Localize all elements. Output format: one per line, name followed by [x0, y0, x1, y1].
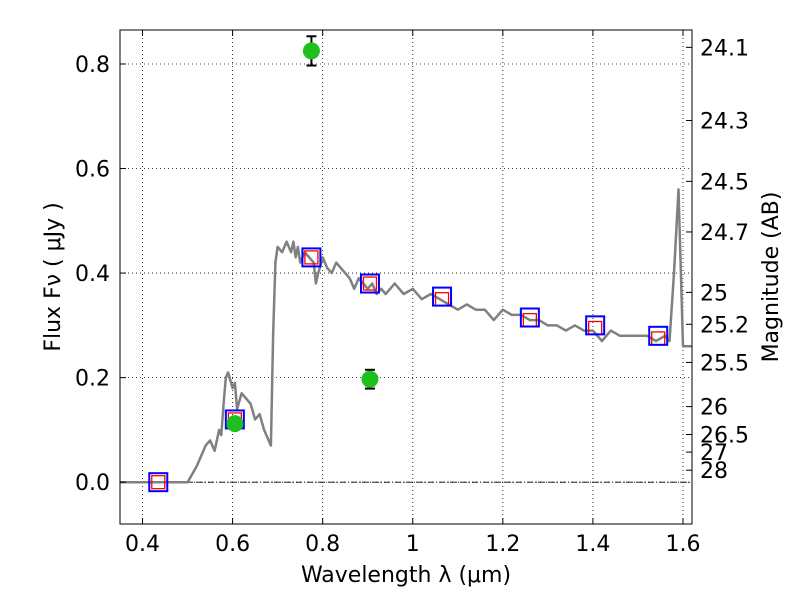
y2-tick-label: 25.5	[700, 351, 749, 376]
right-axis-title: Magnitude (AB)	[759, 192, 784, 363]
y2-tick-label: 24.5	[700, 170, 749, 195]
y2-tick-label: 25	[700, 281, 728, 306]
model-sed-line	[120, 188, 692, 484]
y-tick-label: 0.2	[75, 367, 110, 392]
y2-tick-label: 27	[700, 441, 728, 466]
plot-frame	[119, 29, 693, 525]
observed-point	[302, 42, 320, 60]
y-tick-label: 0.4	[75, 262, 110, 287]
y2-tick-label: 28	[700, 459, 728, 484]
y2-tick-label: 26	[700, 396, 728, 421]
x-tick-label: 1.4	[575, 532, 610, 557]
observed-point	[361, 370, 379, 388]
filter-band-box	[148, 472, 169, 493]
model-flux-box	[151, 475, 166, 490]
x-tick-label: 1.6	[665, 532, 700, 557]
model-flux-box	[362, 276, 378, 291]
filter-band-box	[359, 273, 380, 294]
x-tick-label: 0.4	[125, 532, 160, 557]
y-tick-label: 0.6	[75, 158, 110, 183]
x-tick-label: 1	[406, 532, 420, 557]
y2-tick-label: 25.2	[700, 313, 749, 338]
y-tick-label: 0.0	[75, 471, 110, 496]
observed-points	[226, 35, 379, 433]
y2-tick-label: 24.7	[700, 221, 749, 246]
x-tick-label: 1.2	[485, 532, 520, 557]
y-tick-label: 0.8	[75, 53, 110, 78]
filter-boxes	[148, 247, 669, 493]
filter-band-box	[301, 247, 322, 268]
filter-band-box	[585, 315, 606, 336]
model-sed-curve	[120, 188, 692, 484]
x-tick-label: 0.6	[215, 532, 250, 557]
filter-band-box	[648, 325, 669, 346]
tick-labels: 0.4 0.6 0.8 1 1.2 1.4 1.6 0.0 0.2 0.4 0.6 0.8 24.1 24…	[75, 36, 749, 557]
y2-tick-label: 24.1	[700, 36, 749, 61]
y2-tick-label: 24.3	[700, 110, 749, 135]
x-tick-label: 0.8	[305, 532, 340, 557]
filter-band-box	[432, 286, 453, 307]
axis-ticks	[120, 30, 692, 524]
filter-band-box	[519, 307, 540, 328]
x-axis-title: Wavelength λ (μm)	[301, 563, 511, 588]
y2-tick-label: 26.5	[700, 424, 749, 449]
observed-point	[226, 415, 244, 433]
model-flux-box	[304, 250, 319, 265]
grid-lines	[120, 30, 692, 524]
y-axis-title: Flux Fν ( μJy )	[41, 202, 66, 351]
